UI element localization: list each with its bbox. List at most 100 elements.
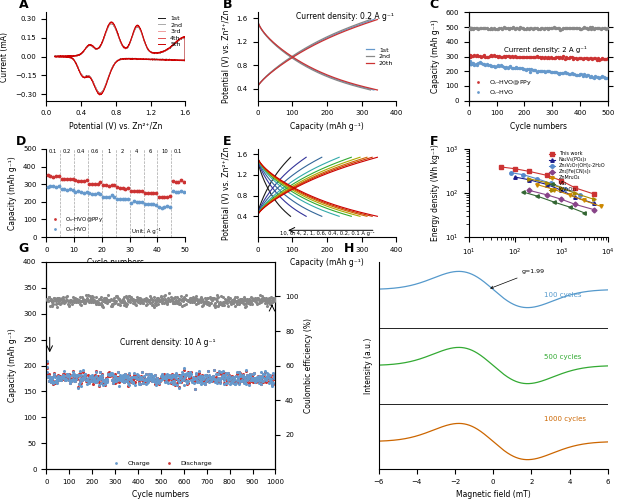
- Point: [161, 298, 171, 306]
- Point: [135, 380, 144, 388]
- Point: [164, 372, 173, 380]
- Point: [120, 373, 130, 381]
- Point: [482, 60, 492, 68]
- Point: [118, 376, 128, 384]
- Point: [80, 370, 89, 378]
- Point: [63, 371, 73, 379]
- Point: [139, 376, 149, 384]
- Point: [204, 378, 213, 386]
- Point: [466, 59, 476, 67]
- Point: [522, 53, 532, 61]
- Point: [188, 375, 198, 383]
- 20th: [254, 16, 261, 22]
- Point: [183, 369, 193, 377]
- Point: [59, 370, 68, 378]
- Point: [179, 178, 189, 186]
- Point: [159, 292, 169, 300]
- Point: [493, 25, 503, 33]
- Point: [62, 296, 72, 304]
- Point: [139, 295, 149, 303]
- Point: [234, 300, 244, 308]
- Point: [77, 374, 87, 382]
- Point: [186, 368, 196, 376]
- Point: [524, 65, 534, 73]
- Point: [97, 295, 107, 303]
- Point: [52, 303, 62, 311]
- Point: [180, 364, 189, 372]
- Point: [228, 376, 238, 384]
- Point: [159, 193, 169, 201]
- Point: [173, 299, 183, 307]
- Point: [93, 374, 103, 382]
- Point: [466, 60, 476, 68]
- Point: [215, 300, 225, 308]
- Point: [122, 377, 132, 385]
- Point: [74, 371, 84, 379]
- Point: [590, 72, 600, 80]
- Point: [246, 376, 256, 384]
- Zn₃V₂O₇(OH)₂·2H₂O: [576, 192, 584, 198]
- Point: [52, 379, 62, 387]
- Point: [230, 380, 240, 388]
- Point: [555, 53, 565, 61]
- Point: [209, 374, 218, 382]
- Point: [162, 203, 172, 211]
- Point: [46, 296, 56, 304]
- Point: [78, 295, 88, 303]
- Point: [203, 294, 213, 302]
- Point: [252, 374, 262, 382]
- Point: [112, 374, 122, 382]
- Point: [227, 376, 237, 384]
- Point: [497, 25, 507, 33]
- Point: [226, 374, 236, 382]
- Point: [486, 62, 496, 70]
- Point: [74, 296, 84, 304]
- Point: [93, 299, 103, 307]
- Point: [581, 72, 590, 80]
- Point: [65, 296, 75, 304]
- Point: [56, 376, 65, 384]
- Point: [193, 298, 203, 306]
- Point: [471, 52, 481, 60]
- Point: [70, 188, 80, 196]
- Point: [597, 54, 607, 62]
- Point: [180, 372, 190, 380]
- Point: [465, 52, 475, 60]
- Point: [216, 368, 226, 376]
- Point: [127, 373, 137, 381]
- Point: [154, 378, 164, 386]
- Point: [60, 376, 70, 384]
- Point: [199, 378, 209, 386]
- Point: [73, 372, 83, 380]
- Point: [100, 378, 110, 386]
- Point: [64, 297, 73, 305]
- Text: C: C: [430, 0, 439, 11]
- Point: [226, 299, 236, 307]
- Point: [162, 376, 172, 384]
- Point: [50, 372, 60, 380]
- Point: [66, 296, 76, 304]
- Point: [110, 370, 120, 378]
- Point: [89, 373, 99, 381]
- Point: [202, 371, 212, 379]
- Point: [168, 299, 178, 307]
- Point: [257, 378, 267, 386]
- Point: [177, 372, 187, 380]
- Point: [209, 295, 218, 303]
- Y-axis label: Capacity (mAh g⁻¹): Capacity (mAh g⁻¹): [9, 329, 17, 402]
- Point: [504, 63, 514, 71]
- Point: [220, 375, 230, 383]
- Point: [138, 379, 148, 387]
- Point: [129, 371, 139, 379]
- Point: [125, 295, 135, 303]
- Point: [137, 187, 147, 195]
- Point: [123, 371, 133, 379]
- Point: [184, 372, 194, 380]
- Point: [127, 378, 137, 386]
- Point: [135, 380, 144, 388]
- Point: [43, 368, 52, 376]
- Point: [465, 53, 474, 61]
- Point: [169, 371, 179, 379]
- 2nd: [107, 20, 114, 26]
- Point: [168, 177, 178, 185]
